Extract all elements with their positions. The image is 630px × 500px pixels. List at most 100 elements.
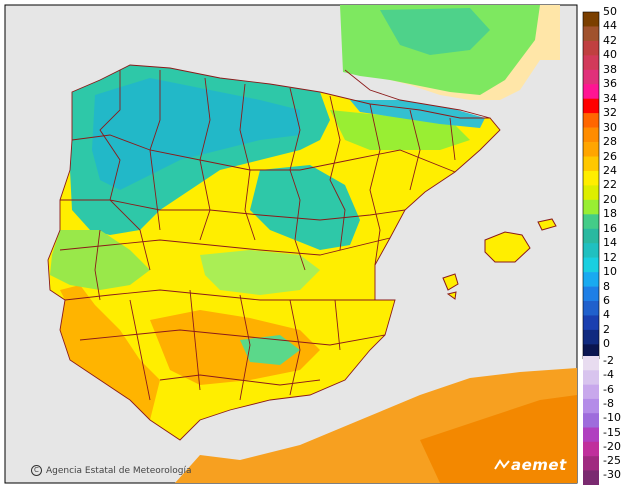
legend-label: -25 bbox=[603, 454, 621, 468]
legend-label: -8 bbox=[603, 396, 614, 410]
legend-swatch bbox=[583, 456, 599, 471]
legend-label: 18 bbox=[603, 207, 617, 221]
border-line bbox=[239, 294, 251, 401]
border-line bbox=[289, 299, 301, 396]
legend-swatch bbox=[583, 26, 599, 42]
legend-label: 30 bbox=[603, 120, 617, 134]
border-line bbox=[129, 299, 151, 401]
legend-label: -10 bbox=[603, 411, 621, 425]
legend-label: -6 bbox=[603, 382, 614, 396]
alps-green bbox=[380, 8, 490, 55]
legend-swatch bbox=[583, 257, 599, 273]
legend-label: 8 bbox=[603, 279, 610, 293]
border-line bbox=[79, 329, 386, 346]
legend-swatch bbox=[583, 315, 599, 331]
legend-label: -15 bbox=[603, 425, 621, 439]
legend-swatch bbox=[583, 55, 599, 71]
legend-label: 14 bbox=[603, 236, 617, 250]
border-line bbox=[449, 117, 456, 161]
legend-label: 44 bbox=[603, 19, 617, 33]
legend-label: 0 bbox=[603, 337, 610, 351]
legend-label: 22 bbox=[603, 178, 617, 192]
legend-swatch bbox=[583, 185, 599, 201]
legend-swatch bbox=[583, 286, 599, 302]
legend-label: 2 bbox=[603, 322, 610, 336]
legend-swatch bbox=[583, 12, 599, 27]
border-line bbox=[409, 109, 421, 191]
legend-label: 40 bbox=[603, 48, 617, 62]
legend-label: -2 bbox=[603, 354, 614, 367]
province-borders bbox=[47, 64, 501, 441]
credit-line: C Agencia Estatal de Meteorología bbox=[31, 465, 192, 476]
legend-label: 24 bbox=[603, 163, 617, 177]
legend-swatch bbox=[583, 40, 599, 56]
credit-text: Agencia Estatal de Meteorología bbox=[46, 465, 192, 476]
legend-label: 36 bbox=[603, 77, 617, 91]
legend-swatch bbox=[583, 199, 599, 215]
legend-swatch bbox=[583, 301, 599, 316]
legend-swatch bbox=[583, 356, 599, 371]
legend-swatch bbox=[583, 156, 599, 172]
border-line bbox=[329, 95, 346, 251]
legend-swatch bbox=[583, 329, 599, 345]
border-line bbox=[189, 289, 201, 391]
legend-swatch bbox=[583, 398, 599, 414]
legend-swatch bbox=[583, 142, 599, 157]
border-line bbox=[59, 237, 391, 256]
legend-label: 42 bbox=[603, 33, 617, 47]
legend-swatch bbox=[583, 243, 599, 258]
menorca bbox=[537, 218, 557, 231]
legend-swatch bbox=[583, 84, 599, 99]
legend-label: -30 bbox=[603, 468, 621, 482]
interior-green-band bbox=[50, 230, 150, 290]
central-cool-zone bbox=[250, 165, 360, 250]
ibiza bbox=[442, 273, 459, 291]
north-cyan-core bbox=[92, 78, 300, 190]
legend-swatch bbox=[583, 272, 599, 287]
la-mancha-green bbox=[200, 250, 320, 295]
legend-swatch bbox=[583, 170, 599, 186]
border-line bbox=[99, 70, 151, 271]
aemet-logo-icon bbox=[494, 459, 510, 470]
border-line bbox=[334, 299, 341, 351]
legend-swatch bbox=[583, 470, 599, 485]
legend-label: 20 bbox=[603, 192, 617, 206]
legend-label: 34 bbox=[603, 91, 617, 105]
legend-swatch bbox=[583, 413, 599, 428]
copyright-icon: C bbox=[31, 465, 42, 476]
border-line bbox=[289, 87, 306, 271]
legend-swatch bbox=[583, 427, 599, 443]
border-line bbox=[60, 199, 406, 221]
legend-label: -4 bbox=[603, 368, 614, 382]
legend-swatch bbox=[583, 127, 599, 143]
border-line bbox=[159, 374, 321, 386]
legend-swatch bbox=[583, 344, 599, 360]
legend-swatch bbox=[583, 441, 599, 457]
legend-swatch bbox=[583, 370, 599, 385]
formentera bbox=[446, 291, 457, 300]
legend-label: 10 bbox=[603, 265, 617, 279]
legend-label: 4 bbox=[603, 308, 610, 322]
legend-label: 32 bbox=[603, 106, 617, 120]
legend-label: 28 bbox=[603, 135, 617, 149]
legend-swatch bbox=[583, 98, 599, 114]
legend-label: 16 bbox=[603, 221, 617, 235]
legend-swatch bbox=[583, 214, 599, 230]
legend-label: -20 bbox=[603, 439, 621, 453]
legend-label: 12 bbox=[603, 250, 617, 264]
legend-swatch bbox=[583, 69, 599, 85]
africa-hot bbox=[420, 395, 577, 483]
mallorca bbox=[484, 231, 531, 263]
legend-swatch bbox=[583, 113, 599, 128]
legend-label: 50 bbox=[603, 5, 617, 18]
legend-label: 38 bbox=[603, 62, 617, 76]
aemet-logo-text: aemet bbox=[511, 456, 567, 474]
legend-swatch bbox=[583, 384, 599, 400]
border-line bbox=[64, 289, 375, 301]
legend-label: 6 bbox=[603, 294, 610, 307]
legend-label: 26 bbox=[603, 149, 617, 163]
border-line bbox=[71, 134, 456, 173]
west-coast-warm bbox=[60, 285, 160, 420]
temperature-legend bbox=[582, 11, 600, 485]
